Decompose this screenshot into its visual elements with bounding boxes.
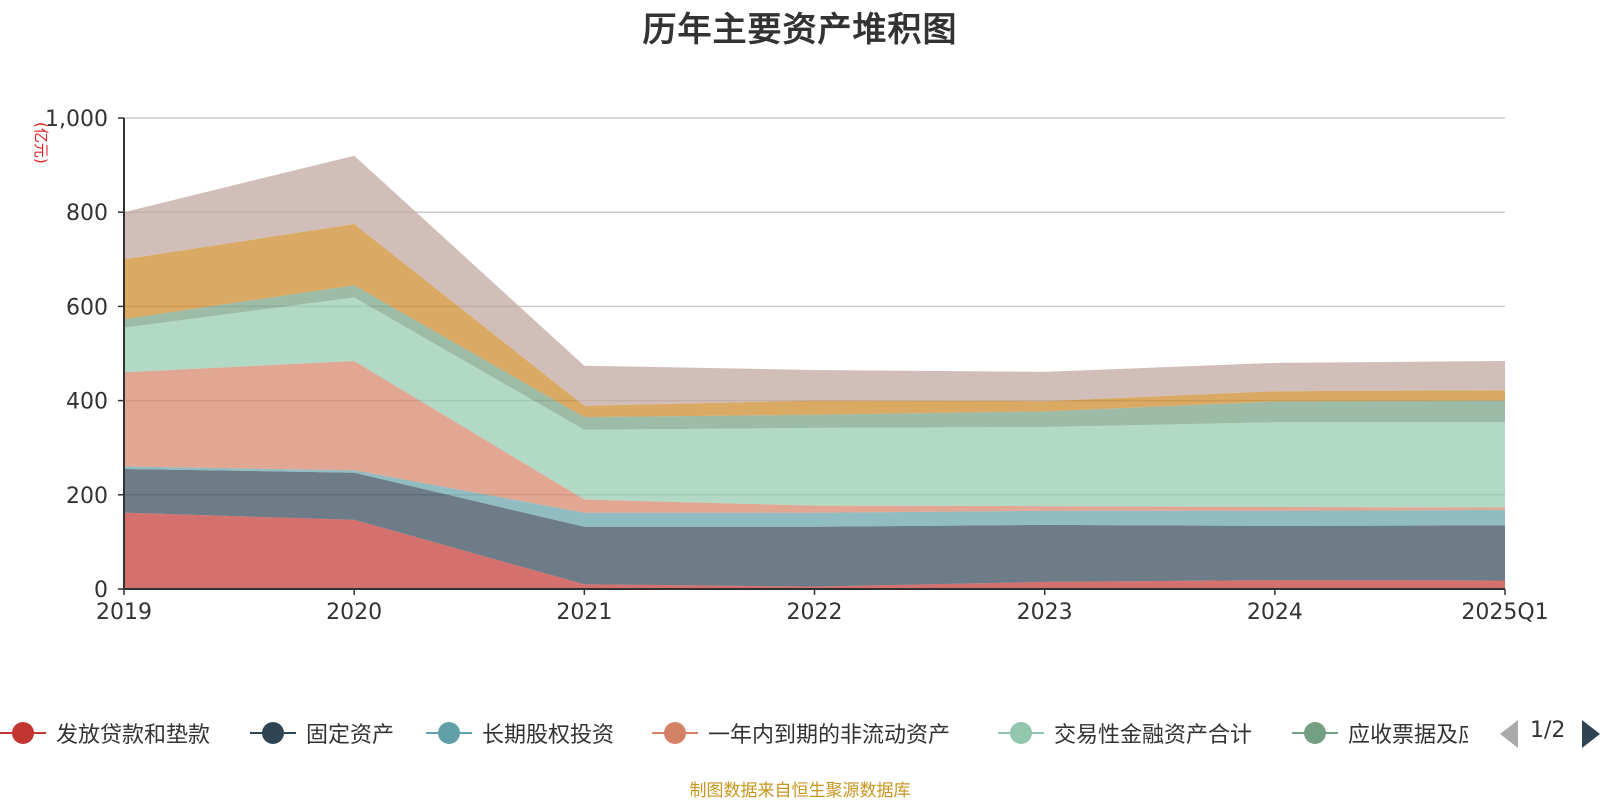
x-tick-label: 2022 <box>787 600 843 625</box>
legend-item[interactable]: 长期股权投资 <box>426 716 614 750</box>
legend-next-page-icon[interactable] <box>1582 720 1600 748</box>
x-tick-label: 2021 <box>556 600 612 625</box>
area-series-7 <box>124 224 1505 418</box>
x-tick-label: 2025Q1 <box>1461 600 1548 625</box>
area-series-2 <box>124 468 1505 587</box>
legend-label: 固定资产 <box>306 723 395 748</box>
area-series-4 <box>124 361 1505 513</box>
y-tick-label: 400 <box>66 390 108 415</box>
y-tick-label: 200 <box>66 484 108 509</box>
area-series-3 <box>124 466 1505 527</box>
legend-marker-icon <box>250 721 296 745</box>
area-series-6 <box>124 285 1505 430</box>
y-tick-label: 600 <box>66 295 108 320</box>
x-tick-label: 2023 <box>1017 600 1073 625</box>
legend-marker-icon <box>1292 721 1338 745</box>
x-tick-label: 2020 <box>326 600 382 625</box>
legend-prev-page-icon[interactable] <box>1500 720 1518 748</box>
legend-label: 长期股权投资 <box>482 723 615 748</box>
legend-marker-icon <box>652 721 698 745</box>
legend-item[interactable]: 应收票据及应收账款 <box>1292 716 1468 750</box>
area-series-1 <box>124 512 1505 589</box>
chart-title: 历年主要资产堆积图 <box>642 10 958 50</box>
legend-label: 一年内到期的非流动资产 <box>708 723 951 748</box>
legend-marker-icon <box>998 721 1044 745</box>
legend-marker-icon <box>426 721 472 745</box>
legend: 发放贷款和垫款 固定资产 长期股权投资 一年内到期的非流动资产 交易性金融资产合计 应收票… <box>0 716 1600 756</box>
data-source-note: 制图数据来自恒生聚源数据库 <box>689 781 911 801</box>
y-axis-unit-label: (亿元) <box>32 122 50 164</box>
legend-label: 应收票据及应收账款 <box>1348 723 1468 748</box>
legend-label: 发放贷款和垫款 <box>56 723 211 748</box>
x-tick-label: 2024 <box>1247 600 1303 625</box>
y-tick-label: 800 <box>66 201 108 226</box>
area-series-5 <box>124 297 1505 508</box>
legend-item[interactable]: 固定资产 <box>250 716 394 750</box>
x-tick-label: 2019 <box>96 600 152 625</box>
legend-page-indicator: 1/2 <box>1530 718 1566 743</box>
legend-item[interactable]: 交易性金融资产合计 <box>998 716 1252 750</box>
y-tick-label: 0 <box>94 578 108 603</box>
legend-marker-icon <box>0 721 46 745</box>
legend-pager: 1/2 <box>1500 718 1600 752</box>
area-series-8 <box>124 155 1505 406</box>
legend-items: 发放贷款和垫款 固定资产 长期股权投资 一年内到期的非流动资产 交易性金融资产合计 应收票… <box>0 716 1468 756</box>
legend-label: 交易性金融资产合计 <box>1054 723 1253 748</box>
legend-item[interactable]: 发放贷款和垫款 <box>0 716 210 750</box>
y-tick-label: 1,000 <box>45 107 108 132</box>
legend-item[interactable]: 一年内到期的非流动资产 <box>652 716 950 750</box>
